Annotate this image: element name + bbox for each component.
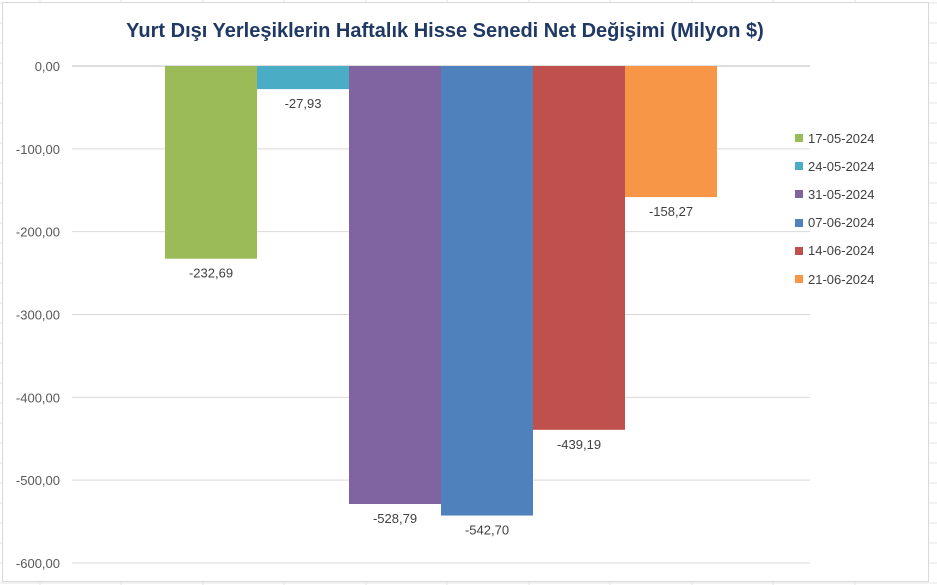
data-label: -439,19 (557, 437, 601, 452)
legend-label: 17-05-2024 (808, 130, 875, 146)
y-tick-label: -500,00 (16, 473, 60, 488)
bar-17-05-2024[interactable] (165, 66, 257, 259)
y-tick-label: -100,00 (16, 142, 60, 157)
bar-31-05-2024[interactable] (349, 66, 441, 505)
legend-label: 21-06-2024 (808, 271, 875, 287)
legend-swatch (795, 134, 803, 143)
legend-item[interactable]: 21-06-2024 (795, 265, 925, 293)
legend-swatch (795, 275, 803, 284)
data-label: -27,93 (285, 96, 322, 111)
legend[interactable]: 17-05-2024 24-05-2024 31-05-2024 07-06-2024… (795, 124, 925, 293)
legend-item[interactable]: 14-06-2024 (795, 237, 925, 265)
legend-swatch (795, 190, 803, 199)
bar-21-06-2024[interactable] (625, 66, 717, 198)
bar-24-05-2024[interactable] (257, 66, 349, 90)
legend-item[interactable]: 17-05-2024 (795, 124, 925, 152)
legend-swatch (795, 218, 803, 227)
bar-07-06-2024[interactable] (441, 66, 533, 516)
y-tick-label: -300,00 (16, 308, 60, 323)
legend-label: 07-06-2024 (808, 215, 875, 231)
y-tick-label: -400,00 (16, 390, 60, 405)
data-label: -158,27 (649, 204, 693, 219)
legend-swatch (795, 162, 803, 171)
legend-item[interactable]: 24-05-2024 (795, 152, 925, 180)
data-label: -528,79 (373, 511, 417, 526)
bar-14-06-2024[interactable] (533, 66, 625, 430)
data-label: -542,70 (465, 523, 509, 538)
legend-swatch (795, 246, 803, 255)
y-tick-label: -200,00 (16, 225, 60, 240)
legend-item[interactable]: 31-05-2024 (795, 180, 925, 208)
legend-label: 14-06-2024 (808, 243, 875, 259)
y-tick-label: 0,00 (35, 59, 60, 74)
legend-item[interactable]: 07-06-2024 (795, 209, 925, 237)
y-tick-label: -600,00 (16, 556, 60, 571)
legend-label: 24-05-2024 (808, 158, 875, 174)
data-label: -232,69 (189, 266, 233, 281)
chart-title: Yurt Dışı Yerleşiklerin Haftalık Hisse S… (126, 20, 764, 42)
legend-label: 31-05-2024 (808, 186, 875, 202)
